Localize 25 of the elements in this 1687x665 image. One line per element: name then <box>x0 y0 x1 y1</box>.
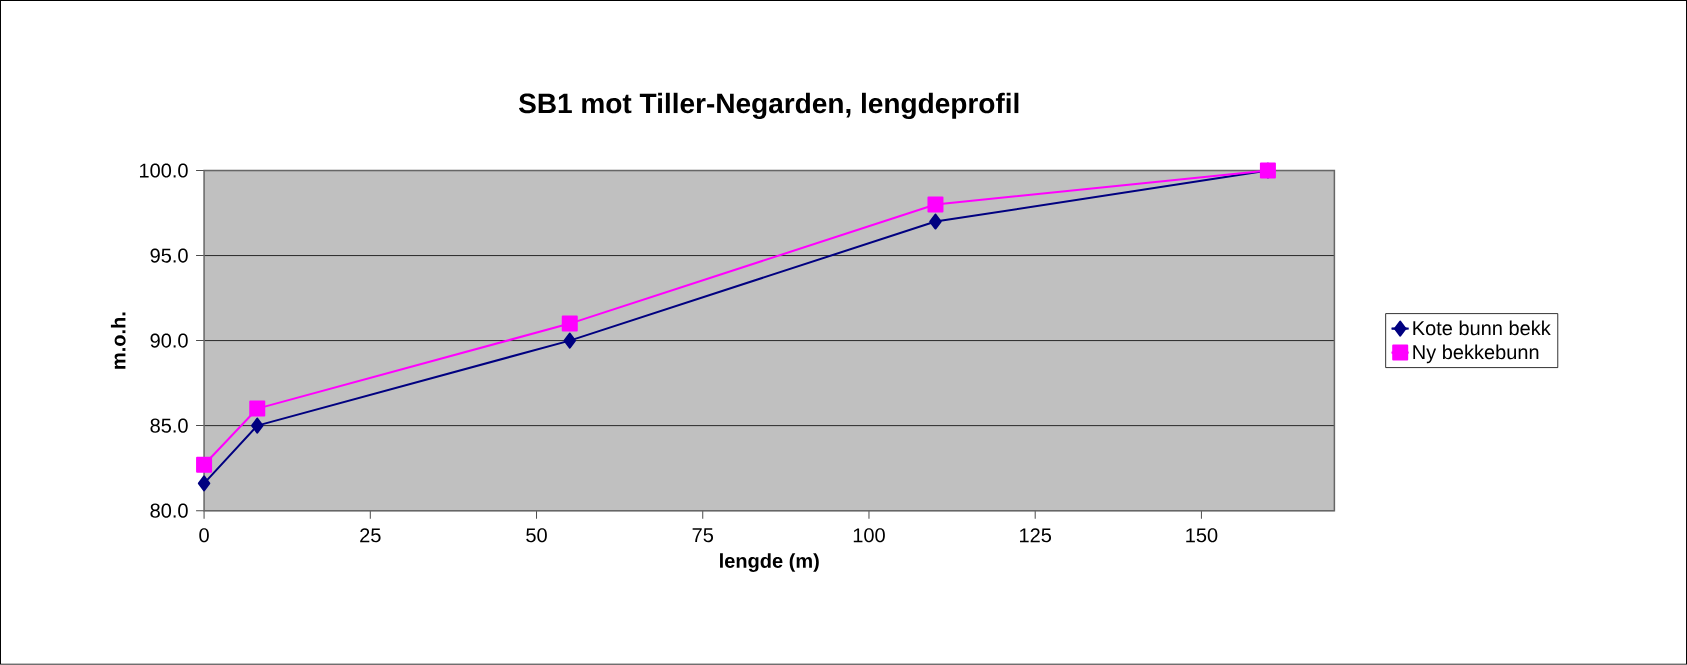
point <box>561 315 578 332</box>
legend-label: Kote bunn bekk <box>1413 320 1551 336</box>
point <box>249 400 266 417</box>
y-tick-label: 100.0 <box>139 163 188 178</box>
x-tick-label: 150 <box>1186 528 1218 543</box>
x-tick-label: 75 <box>692 528 714 543</box>
x-tick-label: 25 <box>360 528 381 543</box>
point <box>196 456 213 473</box>
legend-label: Ny bekkebunn <box>1413 344 1539 364</box>
chart-title: SB1 mot Tiller-Negarden, lengdeprofil <box>518 92 1019 120</box>
x-axis-title: lengde (m) <box>720 553 819 573</box>
point <box>251 417 264 434</box>
x-tick-label: 50 <box>526 528 547 543</box>
point <box>563 332 577 349</box>
y-tick-label: 95.0 <box>150 248 188 263</box>
y-tick-label: 90.0 <box>150 333 188 348</box>
x-tick-label: 0 <box>199 528 209 543</box>
x-tick-label: 100 <box>853 528 885 543</box>
point <box>929 213 942 230</box>
y-tick-label: 80.0 <box>150 503 188 518</box>
y-axis-title: m.o.h. <box>110 312 126 369</box>
point <box>197 475 211 492</box>
point <box>927 196 944 213</box>
y-tick-label: 85.0 <box>150 418 188 433</box>
x-tick-label: 125 <box>1020 528 1052 543</box>
